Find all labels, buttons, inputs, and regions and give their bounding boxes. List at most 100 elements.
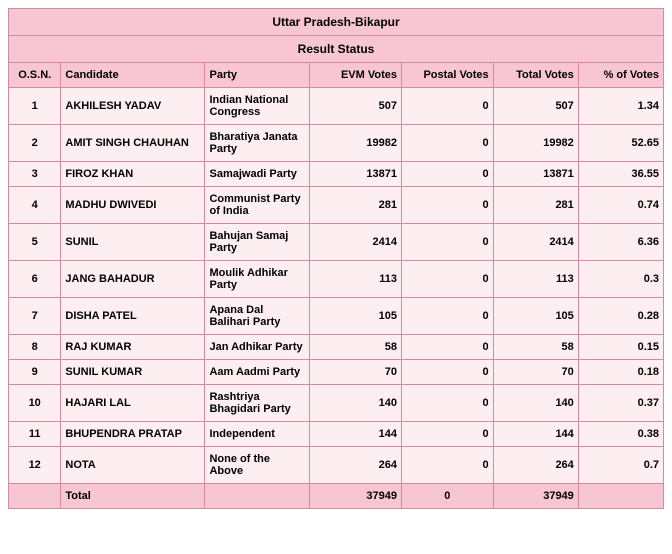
results-table: Uttar Pradesh-Bikapur Result Status O.S.… xyxy=(8,8,664,509)
total-label: Total xyxy=(61,484,205,509)
cell-candidate: DISHA PATEL xyxy=(61,298,205,335)
cell-total: 19982 xyxy=(493,125,578,162)
cell-evm: 70 xyxy=(310,360,402,385)
title-row: Uttar Pradesh-Bikapur xyxy=(9,9,664,36)
table-row: 2 AMIT SINGH CHAUHAN Bharatiya Janata Pa… xyxy=(9,125,664,162)
total-pct xyxy=(578,484,663,509)
cell-postal: 0 xyxy=(401,422,493,447)
header-row: O.S.N. Candidate Party EVM Votes Postal … xyxy=(9,63,664,88)
total-evm: 37949 xyxy=(310,484,402,509)
cell-postal: 0 xyxy=(401,187,493,224)
cell-party: Aam Aadmi Party xyxy=(205,360,310,385)
table-row: 1 AKHILESH YADAV Indian National Congres… xyxy=(9,88,664,125)
table-row: 7 DISHA PATEL Apana Dal Balihari Party 1… xyxy=(9,298,664,335)
result-status-label: Result Status xyxy=(9,36,664,63)
cell-osn: 2 xyxy=(9,125,61,162)
cell-osn: 4 xyxy=(9,187,61,224)
cell-postal: 0 xyxy=(401,88,493,125)
cell-party: Bahujan Samaj Party xyxy=(205,224,310,261)
cell-total: 2414 xyxy=(493,224,578,261)
cell-party: None of the Above xyxy=(205,447,310,484)
cell-party: Bharatiya Janata Party xyxy=(205,125,310,162)
cell-evm: 113 xyxy=(310,261,402,298)
cell-osn: 10 xyxy=(9,385,61,422)
cell-osn: 12 xyxy=(9,447,61,484)
table-row: 11 BHUPENDRA PRATAP Independent 144 0 14… xyxy=(9,422,664,447)
cell-pct: 0.28 xyxy=(578,298,663,335)
cell-pct: 0.38 xyxy=(578,422,663,447)
cell-pct: 1.34 xyxy=(578,88,663,125)
col-candidate: Candidate xyxy=(61,63,205,88)
col-pct: % of Votes xyxy=(578,63,663,88)
cell-postal: 0 xyxy=(401,360,493,385)
cell-candidate: NOTA xyxy=(61,447,205,484)
cell-party: Communist Party of India xyxy=(205,187,310,224)
cell-party: Rashtriya Bhagidari Party xyxy=(205,385,310,422)
cell-pct: 36.55 xyxy=(578,162,663,187)
cell-candidate: RAJ KUMAR xyxy=(61,335,205,360)
cell-candidate: AMIT SINGH CHAUHAN xyxy=(61,125,205,162)
cell-postal: 0 xyxy=(401,162,493,187)
cell-party: Moulik Adhikar Party xyxy=(205,261,310,298)
cell-total: 507 xyxy=(493,88,578,125)
table-row: 5 SUNIL Bahujan Samaj Party 2414 0 2414 … xyxy=(9,224,664,261)
cell-pct: 0.7 xyxy=(578,447,663,484)
cell-total: 13871 xyxy=(493,162,578,187)
cell-evm: 281 xyxy=(310,187,402,224)
col-osn: O.S.N. xyxy=(9,63,61,88)
table-row: 8 RAJ KUMAR Jan Adhikar Party 58 0 58 0.… xyxy=(9,335,664,360)
table-row: 10 HAJARI LAL Rashtriya Bhagidari Party … xyxy=(9,385,664,422)
total-blank xyxy=(205,484,310,509)
cell-pct: 0.15 xyxy=(578,335,663,360)
col-postal: Postal Votes xyxy=(401,63,493,88)
cell-evm: 58 xyxy=(310,335,402,360)
col-party: Party xyxy=(205,63,310,88)
cell-pct: 0.3 xyxy=(578,261,663,298)
cell-evm: 144 xyxy=(310,422,402,447)
total-blank xyxy=(9,484,61,509)
total-total: 37949 xyxy=(493,484,578,509)
cell-total: 58 xyxy=(493,335,578,360)
cell-pct: 6.36 xyxy=(578,224,663,261)
cell-osn: 3 xyxy=(9,162,61,187)
cell-total: 70 xyxy=(493,360,578,385)
cell-postal: 0 xyxy=(401,261,493,298)
table-row: 6 JANG BAHADUR Moulik Adhikar Party 113 … xyxy=(9,261,664,298)
cell-osn: 6 xyxy=(9,261,61,298)
cell-osn: 5 xyxy=(9,224,61,261)
cell-total: 113 xyxy=(493,261,578,298)
cell-party: Indian National Congress xyxy=(205,88,310,125)
cell-party: Independent xyxy=(205,422,310,447)
cell-osn: 1 xyxy=(9,88,61,125)
cell-candidate: SUNIL xyxy=(61,224,205,261)
table-row: 4 MADHU DWIVEDI Communist Party of India… xyxy=(9,187,664,224)
cell-party: Samajwadi Party xyxy=(205,162,310,187)
cell-candidate: BHUPENDRA PRATAP xyxy=(61,422,205,447)
cell-candidate: MADHU DWIVEDI xyxy=(61,187,205,224)
table-row: 9 SUNIL KUMAR Aam Aadmi Party 70 0 70 0.… xyxy=(9,360,664,385)
cell-candidate: SUNIL KUMAR xyxy=(61,360,205,385)
cell-postal: 0 xyxy=(401,447,493,484)
cell-postal: 0 xyxy=(401,335,493,360)
cell-osn: 8 xyxy=(9,335,61,360)
cell-evm: 140 xyxy=(310,385,402,422)
cell-total: 281 xyxy=(493,187,578,224)
cell-evm: 507 xyxy=(310,88,402,125)
cell-total: 264 xyxy=(493,447,578,484)
cell-total: 105 xyxy=(493,298,578,335)
cell-candidate: JANG BAHADUR xyxy=(61,261,205,298)
subtitle-row: Result Status xyxy=(9,36,664,63)
table-row: 12 NOTA None of the Above 264 0 264 0.7 xyxy=(9,447,664,484)
cell-party: Apana Dal Balihari Party xyxy=(205,298,310,335)
cell-osn: 9 xyxy=(9,360,61,385)
cell-osn: 7 xyxy=(9,298,61,335)
cell-pct: 0.74 xyxy=(578,187,663,224)
total-row: Total 37949 0 37949 xyxy=(9,484,664,509)
cell-pct: 0.37 xyxy=(578,385,663,422)
cell-postal: 0 xyxy=(401,298,493,335)
table-row: 3 FIROZ KHAN Samajwadi Party 13871 0 138… xyxy=(9,162,664,187)
total-postal: 0 xyxy=(401,484,493,509)
cell-candidate: AKHILESH YADAV xyxy=(61,88,205,125)
cell-total: 144 xyxy=(493,422,578,447)
cell-postal: 0 xyxy=(401,224,493,261)
